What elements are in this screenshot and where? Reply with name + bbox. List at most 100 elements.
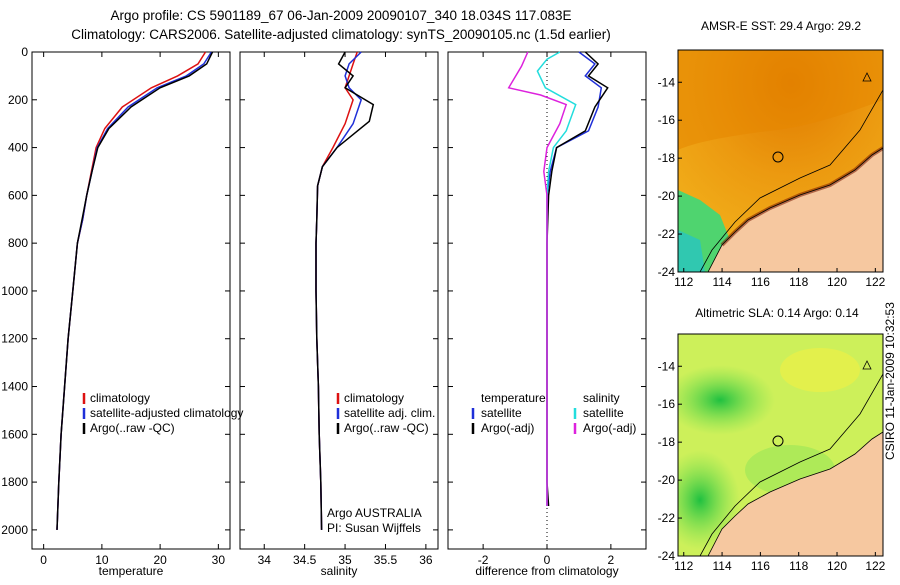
depth-tick-label: 1600 bbox=[1, 427, 28, 441]
salinity-xtick-label: 35.5 bbox=[374, 553, 398, 567]
amsre-sst-map-ytick-label: -16 bbox=[658, 113, 676, 127]
altimetric-sla-map-xtick-label: 122 bbox=[865, 559, 885, 573]
sla-map-frame bbox=[677, 333, 884, 557]
salinity-plot-frame bbox=[239, 51, 439, 550]
salinity-series-satellite-adj-clim- bbox=[315, 51, 363, 530]
temperature-xtick-label: 10 bbox=[95, 553, 109, 567]
sla-high-anomaly bbox=[780, 348, 860, 392]
altimetric-sla-map-ytick-label: -24 bbox=[658, 549, 676, 563]
sst-argo-marker bbox=[772, 151, 784, 163]
difference-series-salinity-argo-adj- bbox=[507, 51, 568, 506]
salinity-xtick-label: 36 bbox=[419, 553, 433, 567]
salinity-xtick-label: 34.5 bbox=[293, 553, 317, 567]
sst-coastline bbox=[707, 147, 883, 272]
depth-tick-label: 800 bbox=[8, 236, 28, 250]
salinity-profile-panel: 34 34.5 35 35.5 36 salinity climatologysatelli… bbox=[239, 51, 439, 578]
temperature-xtick-label: 30 bbox=[212, 553, 226, 567]
difference-legend-header-salinity: salinity bbox=[583, 391, 620, 405]
sla-map-axes: 112 114 116 118 120 122 -14 -16 -18 -20 -22 -24 bbox=[658, 359, 886, 573]
figure-title-line1: Argo profile: CS 5901189_67 06-Jan-2009 … bbox=[110, 8, 571, 23]
difference-legend-label: Argo(-adj) bbox=[583, 421, 636, 435]
depth-tick-label: 200 bbox=[8, 93, 28, 107]
temperature-series-argo-raw-qc- bbox=[56, 51, 214, 530]
altimetric-sla-map-xtick-label: 112 bbox=[674, 559, 693, 573]
difference-xtick-label: -2 bbox=[478, 553, 489, 567]
sst-map-title: AMSR-E SST: 29.4 Argo: 29.2 bbox=[701, 19, 861, 33]
argo-pi-label: PI: Susan Wijffels bbox=[327, 521, 421, 535]
depth-tick-label: 1400 bbox=[1, 380, 28, 394]
sst-cold-water bbox=[678, 230, 705, 272]
salinity-series-climatology bbox=[315, 51, 358, 530]
salinity-xtick-label: 34 bbox=[258, 553, 272, 567]
difference-legend-label: satellite bbox=[481, 406, 522, 420]
temperature-xtick-label: 0 bbox=[40, 553, 47, 567]
difference-legend-label: satellite bbox=[583, 406, 624, 420]
temperature-series-climatology bbox=[56, 51, 207, 530]
credit-timestamp: CSIRO 11-Jan-2009 10:32:53 bbox=[883, 302, 897, 460]
altimetric-sla-map-xtick-label: 120 bbox=[827, 559, 847, 573]
amsre-sst-map-xtick-label: 112 bbox=[674, 275, 693, 289]
sla-land bbox=[708, 432, 883, 556]
amsre-sst-map-xtick-label: 120 bbox=[827, 275, 847, 289]
depth-tick-label: 1800 bbox=[1, 475, 28, 489]
depth-tick-label: 0 bbox=[21, 45, 28, 59]
amsre-sst-map-ytick-label: -24 bbox=[658, 265, 676, 279]
temperature-xtick-label: 20 bbox=[153, 553, 167, 567]
depth-tick-label: 600 bbox=[8, 188, 28, 202]
depth-tick-label: 2000 bbox=[1, 523, 28, 537]
sla-coastline bbox=[707, 431, 883, 556]
altimetric-sla-map-ytick-label: -18 bbox=[658, 435, 676, 449]
amsre-sst-map-ytick-label: -20 bbox=[658, 189, 676, 203]
depth-tick-label: 1200 bbox=[1, 332, 28, 346]
salinity-legend-label: satellite adj. clim. bbox=[344, 406, 435, 420]
difference-xtick-label: 2 bbox=[608, 553, 615, 567]
sst-triangle-marker bbox=[862, 72, 872, 82]
salinity-legend-label: Argo(..raw -QC) bbox=[344, 421, 429, 435]
argo-source-label: Argo AUSTRALIA bbox=[327, 506, 422, 520]
salinity-xtick-label: 35 bbox=[338, 553, 352, 567]
salinity-xlabel: salinity bbox=[321, 564, 358, 578]
difference-xtick-label: 0 bbox=[544, 553, 551, 567]
sla-shelf-contour bbox=[699, 373, 883, 556]
altimetric-sla-map-xtick-label: 118 bbox=[789, 559, 808, 573]
amsre-sst-map-xtick-label: 114 bbox=[712, 275, 731, 289]
temperature-legend-label: Argo(..raw -QC) bbox=[90, 421, 175, 435]
difference-xlabel: difference from climatology bbox=[475, 564, 618, 578]
temperature-profile-panel: 0 10 20 30 temperature 0 200 400 600 800 1000 1200 1… bbox=[1, 45, 243, 578]
difference-legend-label: Argo(-adj) bbox=[481, 421, 534, 435]
sla-map-panel: Altimetric SLA: 0.14 Argo: 0.14 112 114 11… bbox=[658, 306, 886, 573]
sst-land bbox=[708, 148, 883, 272]
amsre-sst-map-ytick-label: -18 bbox=[658, 151, 676, 165]
sla-low-anomaly-2 bbox=[678, 450, 740, 550]
altimetric-sla-map-ytick-label: -22 bbox=[658, 511, 676, 525]
amsre-sst-map-ytick-label: -22 bbox=[658, 227, 676, 241]
figure-title-line2: Climatology: CARS2006. Satellite-adjuste… bbox=[71, 27, 611, 42]
sla-map-title: Altimetric SLA: 0.14 Argo: 0.14 bbox=[695, 306, 859, 320]
difference-legend-header-temperature: temperature bbox=[481, 391, 546, 405]
sst-shelf-contour bbox=[699, 89, 883, 272]
altimetric-sla-map-xtick-label: 114 bbox=[712, 559, 731, 573]
altimetric-sla-map-ytick-label: -16 bbox=[658, 397, 676, 411]
temperature-series-satellite-adjusted-climatology bbox=[56, 51, 213, 530]
temperature-xlabel: temperature bbox=[99, 564, 164, 578]
difference-series-temperature-satellite bbox=[546, 51, 603, 506]
sst-map-axes: 112 114 116 118 120 122 -14 -16 -18 -20 -22 -24 bbox=[658, 75, 886, 289]
amsre-sst-map-xtick-label: 122 bbox=[865, 275, 885, 289]
sla-argo-marker bbox=[772, 435, 784, 447]
amsre-sst-map-ytick-label: -14 bbox=[658, 75, 676, 89]
depth-tick-label: 1000 bbox=[1, 284, 28, 298]
altimetric-sla-map-xtick-label: 116 bbox=[751, 559, 770, 573]
depth-tick-label: 400 bbox=[8, 141, 28, 155]
difference-series-temperature-argo-adj- bbox=[546, 51, 609, 507]
sst-map-frame bbox=[677, 49, 884, 273]
difference-series-salinity-satellite bbox=[536, 51, 577, 506]
sst-map-panel: AMSR-E SST: 29.4 Argo: 29.2 112 114 116 118… bbox=[658, 19, 886, 289]
temperature-legend-label: climatology bbox=[90, 391, 150, 405]
sla-triangle-marker bbox=[862, 360, 872, 370]
altimetric-sla-map-ytick-label: -14 bbox=[658, 359, 676, 373]
salinity-legend-label: climatology bbox=[344, 391, 404, 405]
amsre-sst-map-xtick-label: 118 bbox=[789, 275, 808, 289]
amsre-sst-map-xtick-label: 116 bbox=[751, 275, 770, 289]
